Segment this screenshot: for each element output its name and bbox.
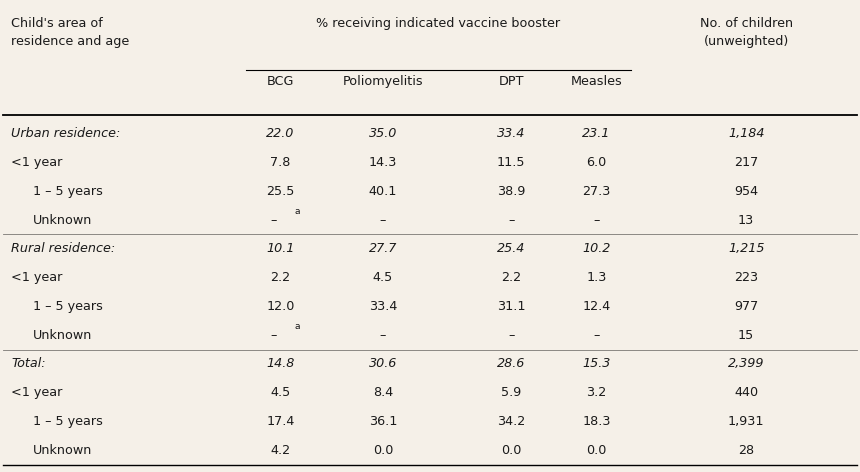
Text: 28: 28 xyxy=(738,444,754,457)
Text: 34.2: 34.2 xyxy=(497,415,525,428)
Text: 12.0: 12.0 xyxy=(267,300,295,313)
Text: 954: 954 xyxy=(734,185,759,198)
Text: 40.1: 40.1 xyxy=(369,185,397,198)
Text: 1,215: 1,215 xyxy=(728,242,765,255)
Text: 223: 223 xyxy=(734,271,759,284)
Text: –: – xyxy=(270,213,277,227)
Text: 36.1: 36.1 xyxy=(369,415,397,428)
Text: 30.6: 30.6 xyxy=(369,357,397,371)
Text: –: – xyxy=(593,213,599,227)
Text: Rural residence:: Rural residence: xyxy=(11,242,115,255)
Text: 4.5: 4.5 xyxy=(270,386,291,399)
Text: 25.5: 25.5 xyxy=(267,185,295,198)
Text: <1 year: <1 year xyxy=(11,156,63,169)
Text: Urban residence:: Urban residence: xyxy=(11,127,120,140)
Text: –: – xyxy=(508,329,514,342)
Text: 0.0: 0.0 xyxy=(373,444,393,457)
Text: 31.1: 31.1 xyxy=(497,300,525,313)
Text: 1.3: 1.3 xyxy=(587,271,607,284)
Text: 38.9: 38.9 xyxy=(497,185,525,198)
Text: BCG: BCG xyxy=(267,75,294,88)
Text: 1 – 5 years: 1 – 5 years xyxy=(33,415,102,428)
Text: –: – xyxy=(508,213,514,227)
Text: 33.4: 33.4 xyxy=(369,300,397,313)
Text: 6.0: 6.0 xyxy=(587,156,607,169)
Text: 2.2: 2.2 xyxy=(501,271,521,284)
Text: Unknown: Unknown xyxy=(33,213,92,227)
Text: <1 year: <1 year xyxy=(11,271,63,284)
Text: 217: 217 xyxy=(734,156,759,169)
Text: 14.8: 14.8 xyxy=(267,357,295,371)
Text: 5.9: 5.9 xyxy=(501,386,521,399)
Text: a: a xyxy=(294,322,300,331)
Text: Unknown: Unknown xyxy=(33,329,92,342)
Text: 22.0: 22.0 xyxy=(267,127,295,140)
Text: a: a xyxy=(294,207,300,216)
Text: 4.2: 4.2 xyxy=(270,444,291,457)
Text: 13: 13 xyxy=(738,213,754,227)
Text: 1,931: 1,931 xyxy=(728,415,765,428)
Text: 28.6: 28.6 xyxy=(497,357,525,371)
Text: 0.0: 0.0 xyxy=(501,444,521,457)
Text: 15.3: 15.3 xyxy=(582,357,611,371)
Text: 33.4: 33.4 xyxy=(497,127,525,140)
Text: 440: 440 xyxy=(734,386,759,399)
Text: % receiving indicated vaccine booster: % receiving indicated vaccine booster xyxy=(316,17,561,30)
Text: Unknown: Unknown xyxy=(33,444,92,457)
Text: Total:: Total: xyxy=(11,357,46,371)
Text: 17.4: 17.4 xyxy=(267,415,295,428)
Text: 977: 977 xyxy=(734,300,759,313)
Text: 10.1: 10.1 xyxy=(267,242,295,255)
Text: 18.3: 18.3 xyxy=(582,415,611,428)
Text: –: – xyxy=(270,329,277,342)
Text: 11.5: 11.5 xyxy=(497,156,525,169)
Text: –: – xyxy=(380,213,386,227)
Text: Measles: Measles xyxy=(571,75,623,88)
Text: DPT: DPT xyxy=(499,75,524,88)
Text: 10.2: 10.2 xyxy=(582,242,611,255)
Text: 8.4: 8.4 xyxy=(373,386,393,399)
Text: 25.4: 25.4 xyxy=(497,242,525,255)
Text: <1 year: <1 year xyxy=(11,386,63,399)
Text: –: – xyxy=(380,329,386,342)
Text: 1,184: 1,184 xyxy=(728,127,765,140)
Text: 23.1: 23.1 xyxy=(582,127,611,140)
Text: 3.2: 3.2 xyxy=(587,386,607,399)
Text: 7.8: 7.8 xyxy=(270,156,291,169)
Text: No. of children
(unweighted): No. of children (unweighted) xyxy=(699,17,793,48)
Text: –: – xyxy=(593,329,599,342)
Text: 15: 15 xyxy=(738,329,754,342)
Text: 14.3: 14.3 xyxy=(369,156,397,169)
Text: 27.3: 27.3 xyxy=(582,185,611,198)
Text: 2,399: 2,399 xyxy=(728,357,765,371)
Text: 4.5: 4.5 xyxy=(373,271,393,284)
Text: 0.0: 0.0 xyxy=(587,444,607,457)
Text: 12.4: 12.4 xyxy=(582,300,611,313)
Text: 1 – 5 years: 1 – 5 years xyxy=(33,300,102,313)
Text: 2.2: 2.2 xyxy=(270,271,291,284)
Text: Poliomyelitis: Poliomyelitis xyxy=(342,75,423,88)
Text: 1 – 5 years: 1 – 5 years xyxy=(33,185,102,198)
Text: 35.0: 35.0 xyxy=(369,127,397,140)
Text: 27.7: 27.7 xyxy=(369,242,397,255)
Text: Child's area of
residence and age: Child's area of residence and age xyxy=(11,17,130,48)
